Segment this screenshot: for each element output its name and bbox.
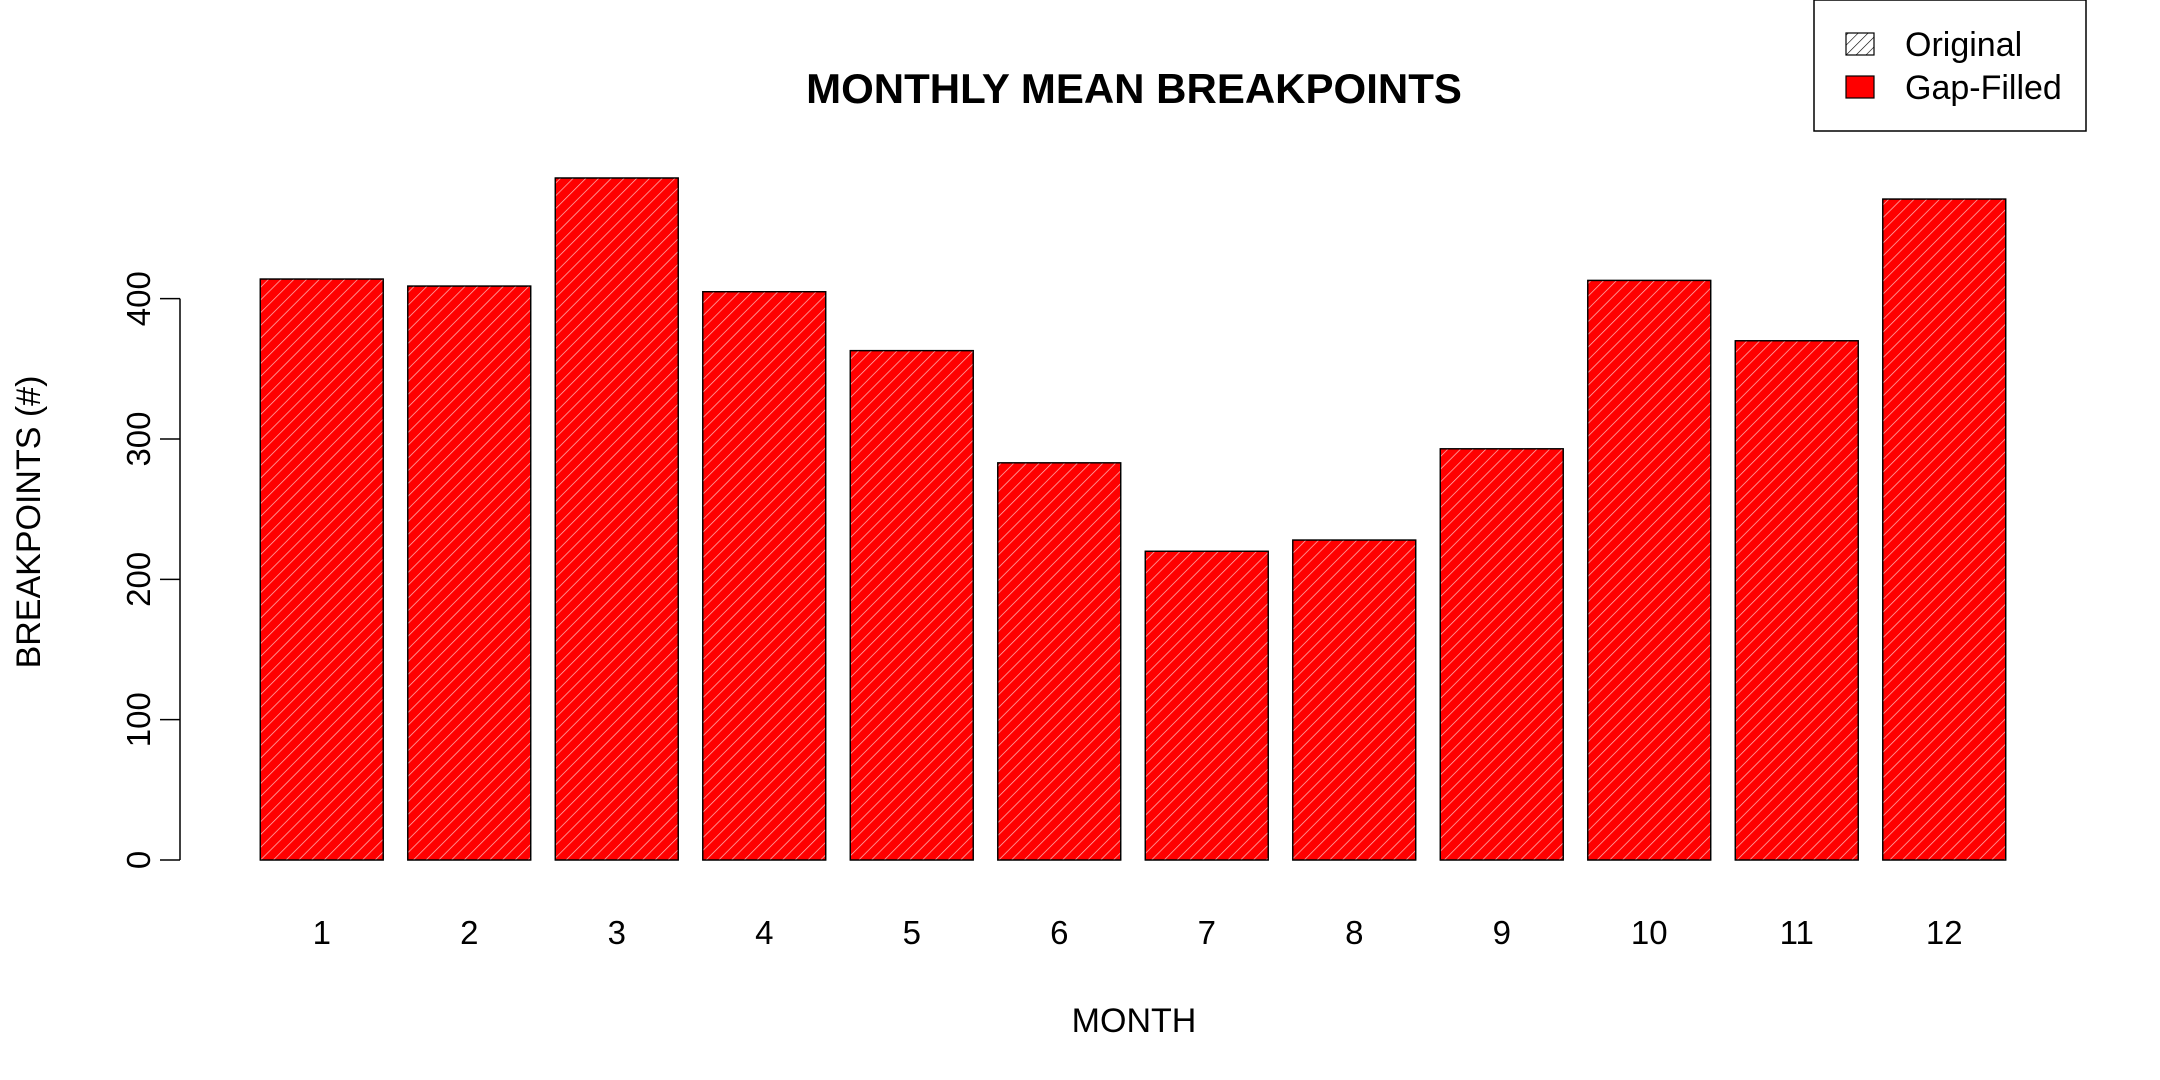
bar-original [997,462,1122,861]
y-tick-label: 400 [120,271,157,326]
x-axis-label: MONTH [1072,1002,1197,1040]
bar-original [1734,340,1859,861]
bars [259,177,2007,861]
bar-original [1144,550,1269,861]
bar-original [1292,539,1417,861]
legend-label-original: Original [1905,26,2022,64]
x-tick-label: 10 [1631,914,1668,951]
x-tick-label: 7 [1198,914,1216,951]
legend-box [1813,0,2087,132]
x-tick-label: 12 [1926,914,1963,951]
y-axis: 0 100 200 300 400 [120,271,181,869]
y-tick-label: 0 [120,851,157,869]
x-tick-label: 5 [903,914,921,951]
bar-original [407,285,532,861]
y-tick-label: 100 [120,692,157,747]
x-tick-label: 11 [1780,914,1814,951]
legend-swatch-gap-filled [1845,75,1875,99]
legend: Original Gap-Filled [1813,0,2087,132]
bar-original [259,278,384,861]
y-tick-label: 200 [120,552,157,607]
y-axis-label: BREAKPOINTS (#) [10,376,48,669]
bar-original [1587,279,1712,861]
x-tick-label: 4 [755,914,773,951]
legend-label-gap-filled: Gap-Filled [1905,69,2062,107]
bar-original [849,349,974,861]
x-tick-label: 1 [313,914,331,951]
x-tick-label: 9 [1493,914,1511,951]
bar-original [554,177,679,861]
x-tick-labels: 1 2 3 4 5 6 7 8 9 10 11 12 [313,914,1963,951]
bar-original [1439,448,1564,861]
x-tick-label: 6 [1050,914,1068,951]
y-tick-label: 300 [120,411,157,466]
bar-original [1882,198,2007,861]
bar-original [702,291,827,861]
x-tick-label: 2 [460,914,478,951]
x-tick-label: 8 [1345,914,1363,951]
legend-swatch-original [1845,32,1875,56]
chart-title: MONTHLY MEAN BREAKPOINTS [806,65,1462,112]
x-tick-label: 3 [608,914,626,951]
